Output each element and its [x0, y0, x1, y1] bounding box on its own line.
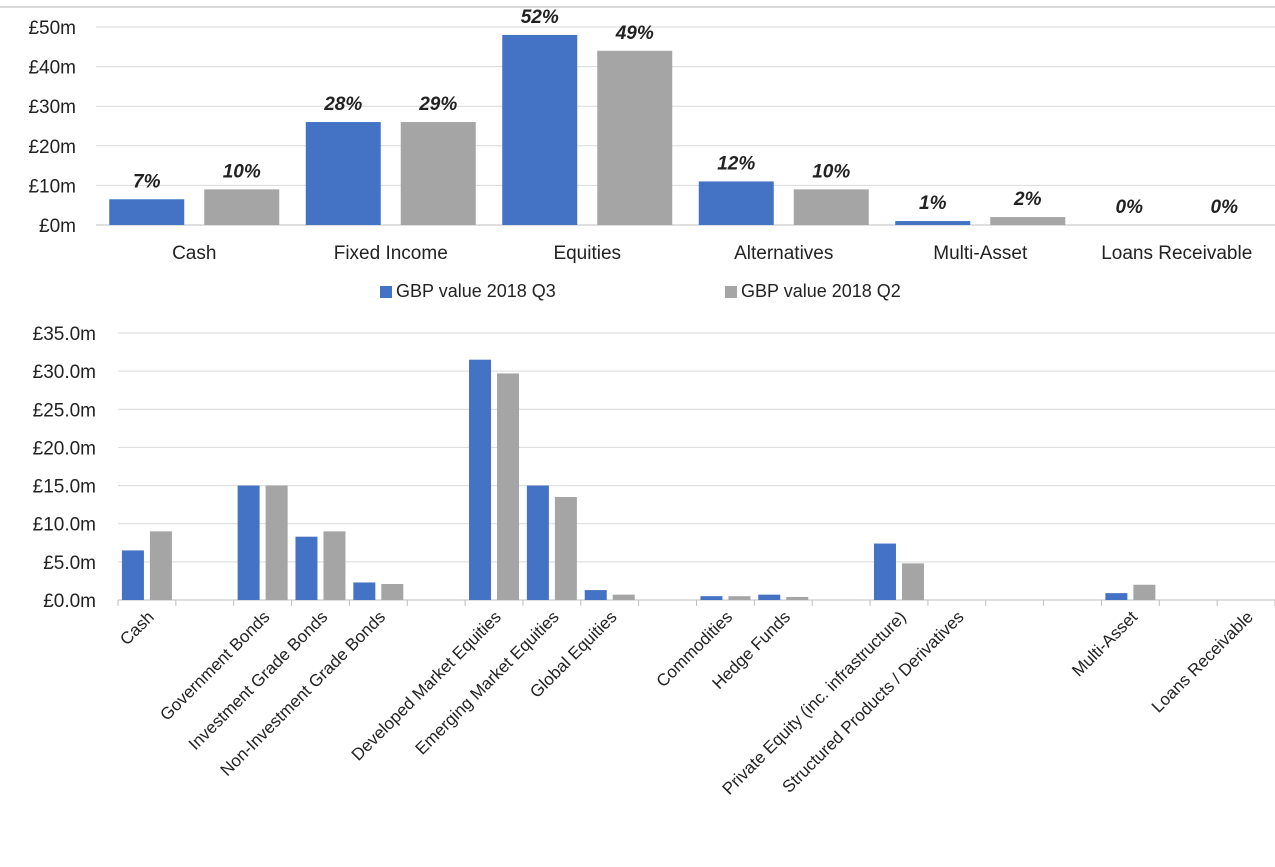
- chart1-data-label: 0%: [1116, 197, 1144, 218]
- chart1-bar-q2: [990, 217, 1066, 225]
- chart2-category-label: Loans Receivable: [1148, 607, 1257, 716]
- chart2-ytick-label: £0.0m: [43, 591, 96, 612]
- chart2-ytick-label: £35.0m: [33, 324, 96, 345]
- chart1-data-label: 1%: [919, 193, 947, 214]
- chart2-bar-q2: [728, 596, 751, 600]
- chart1-ytick-label: £0m: [39, 216, 76, 237]
- chart1-category-label: Cash: [172, 243, 216, 264]
- legend-item-q2: GBP value 2018 Q2: [725, 281, 901, 302]
- chart2-bar-q2: [1133, 584, 1156, 600]
- chart1-data-label: 29%: [418, 94, 457, 115]
- chart2-ytick-label: £30.0m: [33, 362, 96, 383]
- chart1-ytick-label: £40m: [28, 58, 76, 79]
- chart1-bar-q2: [597, 50, 673, 226]
- chart2-bar-q3: [873, 543, 896, 600]
- chart2-ytick-label: £25.0m: [33, 400, 96, 421]
- chart1-data-label: 49%: [615, 23, 654, 44]
- chart2-bar-q2: [786, 596, 809, 600]
- chart1-bar-q3: [502, 34, 578, 225]
- chart2-bar-q2: [554, 497, 577, 600]
- chart2-bar-q2: [323, 531, 346, 600]
- chart1-ytick-label: £10m: [28, 176, 76, 197]
- chart2-bar-q2: [612, 594, 635, 600]
- chart1-data-label: 2%: [1013, 189, 1042, 210]
- legend-swatch-q2: [725, 285, 737, 298]
- chart2-bar-q3: [1105, 593, 1128, 600]
- chart1-category-label: Alternatives: [734, 243, 833, 264]
- chart2-ytick-label: £20.0m: [33, 438, 96, 459]
- chart1-data-label: 10%: [812, 161, 850, 182]
- chart2-bar-q2: [901, 563, 924, 600]
- chart1-bar-q2: [400, 122, 476, 225]
- chart1-category-label: Fixed Income: [334, 243, 448, 264]
- chart2-bar-q2: [265, 485, 288, 600]
- chart1-data-label: 28%: [323, 94, 362, 115]
- chart2-ytick-label: £15.0m: [33, 477, 96, 498]
- chart2-bar-q3: [584, 590, 607, 600]
- chart2-category-label: Multi-Asset: [1068, 607, 1141, 680]
- chart2-bar-q3: [237, 485, 260, 600]
- chart2-bar-q3: [295, 536, 318, 600]
- chart1-data-label: 0%: [1211, 197, 1239, 218]
- legend-swatch-q3: [380, 285, 392, 298]
- chart2-bar-q3: [526, 485, 549, 600]
- chart2-bar-q3: [121, 550, 144, 600]
- chart1-ytick-label: £30m: [28, 97, 76, 118]
- chart1-category-label: Equities: [553, 243, 621, 264]
- chart2-bar-q3: [758, 594, 781, 600]
- chart1-bar-q3: [305, 122, 381, 225]
- legend-label-q2: GBP value 2018 Q2: [741, 281, 901, 301]
- chart2-ytick-label: £10.0m: [33, 515, 96, 536]
- chart1-bar-q3: [109, 199, 185, 225]
- chart1-ytick-label: £50m: [28, 18, 76, 39]
- chart2-bar-q3: [353, 582, 376, 600]
- chart1-bar-q2: [204, 189, 280, 225]
- chart2-bar-q3: [469, 359, 492, 600]
- chart1-data-label: 52%: [521, 7, 559, 28]
- chart1-category-label: Loans Receivable: [1101, 243, 1252, 264]
- chart1-data-label: 7%: [133, 171, 161, 192]
- legend-label-q3: GBP value 2018 Q3: [396, 281, 556, 301]
- chart2-bar-q2: [381, 583, 404, 600]
- chart2-category-label: Government Bonds: [156, 607, 273, 724]
- chart2-category-label: Cash: [116, 607, 157, 648]
- legend-item-q3: GBP value 2018 Q3: [380, 281, 556, 302]
- chart2-ytick-label: £5.0m: [43, 553, 96, 574]
- legend: GBP value 2018 Q3 GBP value 2018 Q2: [0, 281, 1275, 303]
- chart2-bar-q2: [497, 373, 520, 600]
- chart1-bar-q3: [698, 181, 774, 225]
- chart1-bar-q2: [793, 189, 869, 225]
- chart2-bar-q3: [700, 596, 723, 600]
- chart1-data-label: 10%: [223, 161, 261, 182]
- chart1-ytick-label: £20m: [28, 137, 76, 158]
- chart1-data-label: 12%: [717, 153, 755, 174]
- chart1-bar-q3: [895, 221, 971, 225]
- chart1-category-label: Multi-Asset: [933, 243, 1028, 264]
- chart2-bar-q2: [149, 531, 172, 600]
